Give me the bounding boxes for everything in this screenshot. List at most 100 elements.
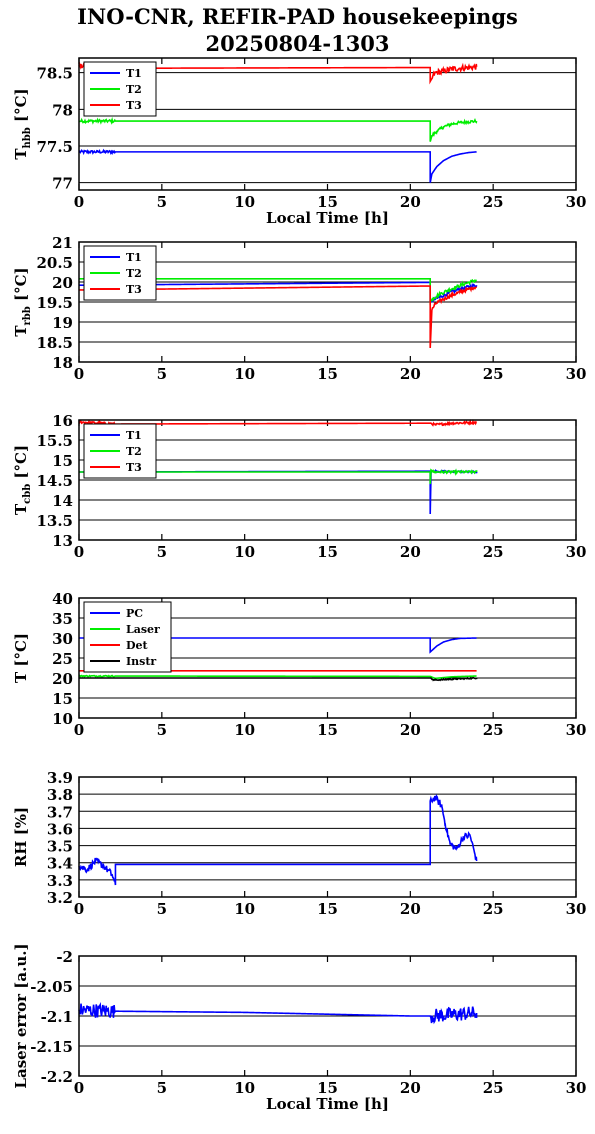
series-line-instr [79, 676, 478, 682]
legend-label: PC [126, 607, 143, 620]
legend-label: T1 [126, 251, 142, 264]
y-tick-label: 3.2 [47, 889, 73, 907]
x-tick-label: 30 [566, 193, 587, 211]
series-line-laser [78, 674, 477, 680]
y-tick-label: 21 [52, 234, 73, 252]
x-tick-label: 20 [400, 365, 421, 383]
legend: T1 T2 T3 [83, 245, 157, 301]
x-tick-label: 0 [74, 543, 84, 561]
plot-frame [78, 241, 577, 363]
y-tick-label: 13 [52, 532, 73, 550]
x-tick-label: 30 [566, 365, 587, 383]
x-tick-label: 25 [483, 543, 504, 561]
y-tick-label: 35 [52, 610, 73, 628]
legend-label: T3 [126, 99, 142, 112]
y-axis-label: Laser error [a.u.] [12, 943, 30, 1088]
plot-frame [78, 419, 577, 541]
chart-panel-2: 18 18.5 19 19.5 20 20.5 21 0 5 10 15 20 25 30 T1 T2 T3 Tr… [12, 234, 586, 383]
y-tick-label: 18 [52, 354, 73, 372]
x-tick-label: 25 [483, 193, 504, 211]
x-tick-label: 25 [483, 721, 504, 739]
x-tick-label: 0 [74, 721, 84, 739]
y-tick-label: 25 [52, 650, 73, 668]
x-tick-label: 10 [234, 365, 255, 383]
y-tick-label: 14.5 [36, 472, 73, 490]
x-tick-label: 25 [483, 900, 504, 918]
y-tick-label: -2.2 [41, 1068, 73, 1086]
x-tick-label: 0 [74, 900, 84, 918]
x-axis-label: Local Time [h] [266, 1095, 389, 1113]
x-tick-label: 20 [400, 1079, 421, 1097]
x-tick-label: 15 [317, 1079, 338, 1097]
legend-label: Instr [126, 655, 156, 668]
x-tick-label: 10 [234, 1079, 255, 1097]
x-tick-label: 5 [157, 543, 167, 561]
y-tick-label: 16 [52, 412, 73, 430]
legend-label: Det [126, 639, 149, 652]
legend: T1 T2 T3 [83, 61, 157, 117]
y-tick-label: 77 [52, 175, 73, 193]
x-tick-label: 20 [400, 721, 421, 739]
x-tick-label: 5 [157, 900, 167, 918]
x-tick-label: 10 [234, 721, 255, 739]
y-axis-label: Tcbb [°C] [12, 445, 33, 515]
y-tick-label: 77.5 [36, 138, 73, 156]
y-tick-label: 18.5 [36, 334, 73, 352]
x-tick-label: 10 [234, 193, 255, 211]
y-tick-label: 78.5 [36, 65, 73, 83]
y-tick-label: 3.7 [47, 803, 73, 821]
x-tick-label: 30 [566, 543, 587, 561]
y-tick-label: 20 [52, 274, 73, 292]
y-tick-label: 19.5 [36, 294, 73, 312]
y-tick-label: 15 [52, 690, 73, 708]
legend-label: T3 [126, 283, 142, 296]
chart-panel-3: 13 13.5 14 14.5 15 15.5 16 0 5 10 15 20 25 30 T1 T2 T3 Tc… [12, 412, 586, 561]
y-tick-label: -2.1 [41, 1008, 73, 1026]
series-line-data [78, 793, 478, 886]
x-tick-label: 0 [74, 1079, 84, 1097]
y-tick-label: -2 [56, 948, 73, 966]
y-tick-label: 78 [52, 101, 73, 119]
legend: T1 T2 T3 [83, 423, 157, 479]
legend-label: Laser [126, 623, 160, 636]
y-tick-label: 10 [52, 710, 73, 728]
plot-frame [78, 597, 577, 719]
y-tick-label: 40 [52, 590, 73, 608]
legend-label: T2 [126, 445, 142, 458]
x-tick-label: 5 [157, 721, 167, 739]
x-tick-label: 20 [400, 900, 421, 918]
y-tick-label: 30 [52, 630, 73, 648]
legend: PC Laser Det Instr [83, 601, 172, 673]
legend-label: T2 [126, 267, 142, 280]
y-tick-label: 3.8 [47, 786, 73, 804]
y-tick-label: 15 [52, 452, 73, 470]
series-line-t1 [78, 148, 477, 183]
y-tick-label: 19 [52, 314, 73, 332]
series-line-t2 [78, 116, 478, 142]
chart-panel-5: 3.23.33.43.53.63.73.83.9 0 5 10 15 20 25 30 RH [… [12, 769, 586, 918]
y-axis-label: Thbb [°C] [12, 88, 33, 159]
chart-title-line2: 20250804-1303 [205, 31, 390, 56]
x-tick-label: 10 [234, 900, 255, 918]
x-tick-label: 15 [317, 365, 338, 383]
legend-label: T3 [126, 461, 142, 474]
chart-panel-6: -2.2 -2.15 -2.1 -2.05 -2 0 5 10 15 20 25 30 Laser er… [12, 943, 586, 1113]
x-tick-label: 5 [157, 365, 167, 383]
x-tick-label: 30 [566, 900, 587, 918]
x-tick-label: 0 [74, 365, 84, 383]
x-axis-label: Local Time [h] [266, 209, 389, 227]
plot-frame [78, 57, 577, 191]
x-tick-label: 25 [483, 365, 504, 383]
x-tick-label: 10 [234, 543, 255, 561]
y-tick-label: 3.3 [47, 872, 73, 890]
x-tick-label: 20 [400, 543, 421, 561]
y-tick-label: 14 [52, 492, 73, 510]
legend-label: T1 [126, 67, 142, 80]
y-tick-label: 13.5 [36, 512, 73, 530]
x-tick-label: 0 [74, 193, 84, 211]
plot-frame [78, 776, 577, 898]
series-line-data [78, 1001, 478, 1025]
x-tick-label: 15 [317, 721, 338, 739]
chart-panel-1: 77 77.5 78 78.5 0 5 10 15 20 25 30 T1 T2 T3 Thbb [°C] L… [12, 57, 587, 227]
